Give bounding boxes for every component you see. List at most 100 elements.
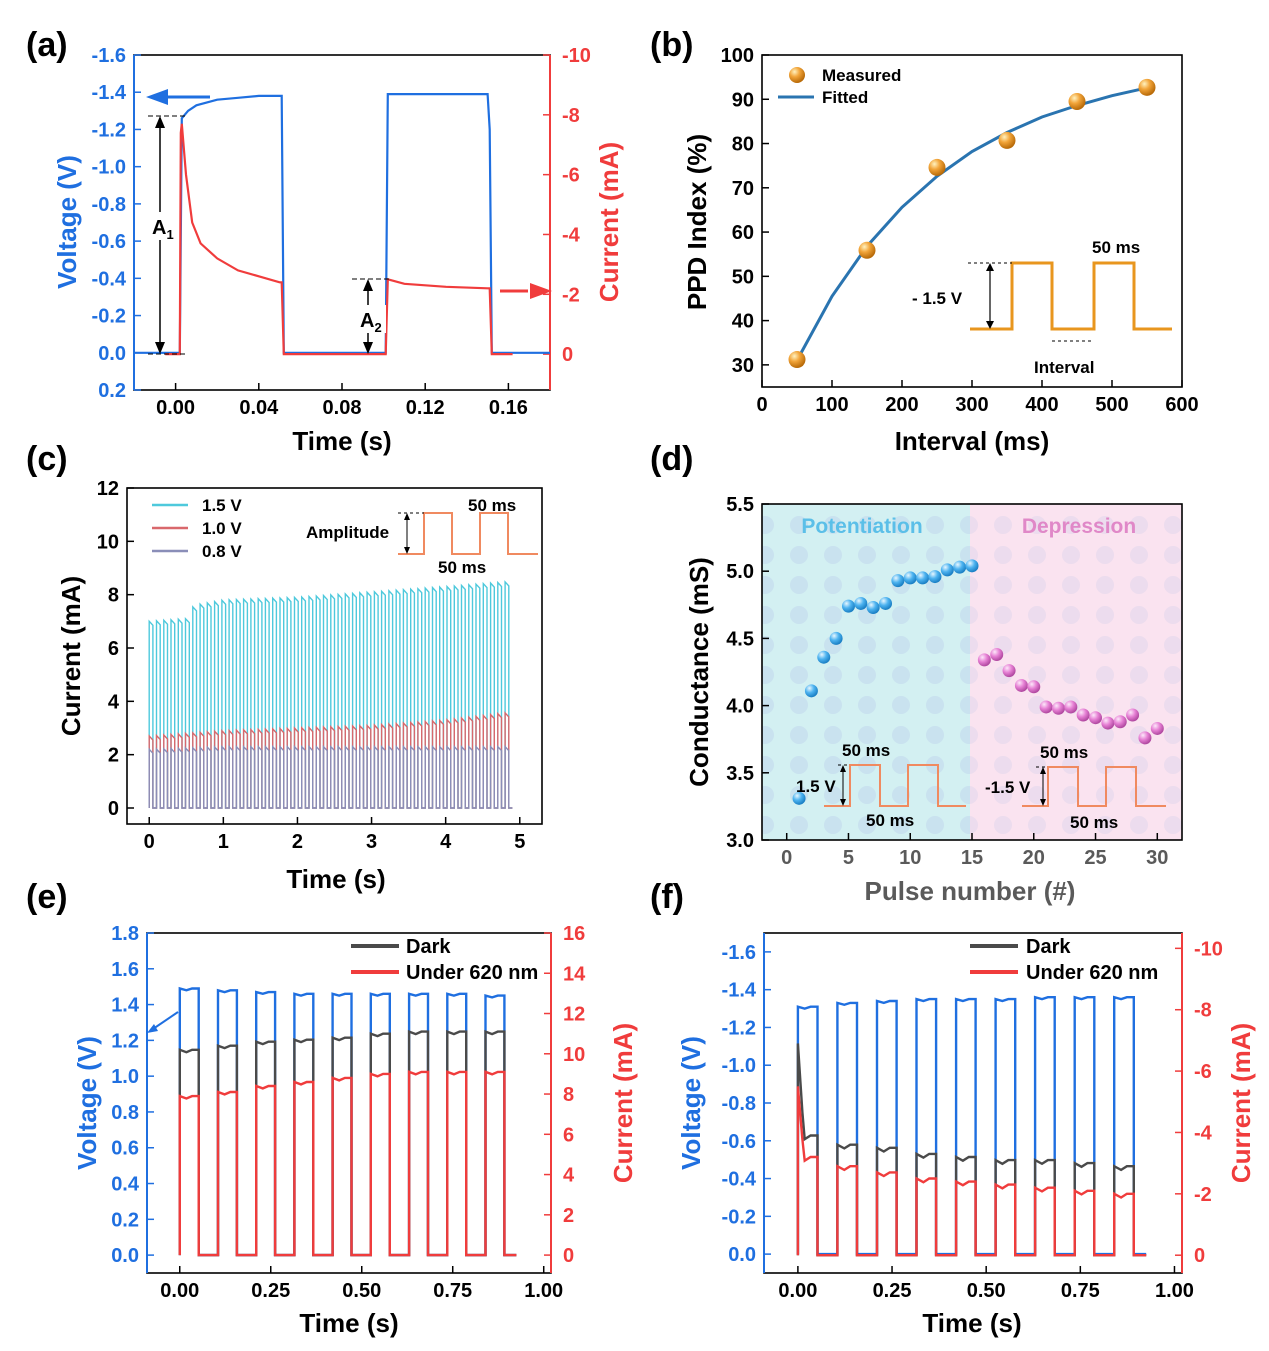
amplitude-arrowhead-up [404, 513, 410, 520]
y-tick-label: -1.4 [92, 82, 127, 104]
x-tick-label: 0.50 [967, 1280, 1006, 1302]
y2-tick-label: 0 [563, 1245, 574, 1267]
x-tick-label: 100 [815, 394, 848, 416]
depression-point [1150, 721, 1164, 735]
potentiation-point [866, 600, 880, 614]
y-tick-label: -1.4 [722, 980, 757, 1002]
depression-point [1138, 731, 1152, 745]
data-lines [133, 55, 551, 390]
panel-label-d: (d) [650, 440, 693, 478]
y-tick-labels: 30 40 50 60 70 80 90 100 [721, 45, 769, 377]
y2-tick-label: 16 [563, 923, 585, 945]
measured-point [858, 241, 876, 259]
x-tick-label: 3 [366, 831, 377, 853]
potentiation-point [940, 563, 954, 577]
x-axis-title: Pulse number (#) [865, 876, 1076, 906]
potentiation-point [792, 791, 806, 805]
y-tick-label: -0.8 [92, 194, 126, 216]
potentiation-point [903, 571, 917, 585]
x-tick-labels: 0 100 200 300 400 500 600 [756, 380, 1199, 416]
y-tick-label: 10 [97, 531, 119, 553]
inset-gap-label: 50 ms [438, 558, 486, 577]
y2-tick-labels: 0 2 4 6 8 10 12 14 16 [544, 923, 586, 1267]
inset-waveform: Amplitude 50 ms 50 ms [306, 496, 538, 577]
measured-point [1068, 92, 1086, 110]
y-tick-label: 1.2 [111, 1030, 139, 1052]
legend: 1.5 V 1.0 V 0.8 V [152, 496, 242, 561]
y2-tick-label: -8 [562, 105, 580, 127]
x-tick-label: 0 [144, 831, 155, 853]
measured-points [788, 78, 1156, 369]
x-axis-title: Time (s) [286, 864, 385, 894]
y-tick-label: 0.8 [111, 1102, 139, 1124]
left-axis-arrowhead [146, 89, 168, 105]
x-tick-label: 0.08 [323, 397, 362, 419]
y2-tick-label: 6 [563, 1124, 574, 1146]
potentiation-point [916, 571, 930, 585]
a1-arrowhead-up [155, 116, 165, 128]
y-axis-title: Current (mA) [56, 576, 86, 736]
y2-tick-labels: -10 -8 -6 -4 -2 0 [543, 45, 591, 366]
measured-point [788, 351, 806, 369]
x-tick-label: 0.75 [1061, 1280, 1100, 1302]
y2-tick-label: 12 [563, 1004, 585, 1026]
y-tick-label: -0.6 [722, 1131, 756, 1153]
x-tick-label: 25 [1084, 847, 1106, 869]
y-tick-label: 30 [732, 355, 754, 377]
panel-label-b: (b) [650, 26, 693, 64]
legend: Dark Under 620 nm [351, 936, 538, 984]
potentiation-point [879, 596, 893, 610]
x-tick-label: 15 [961, 847, 983, 869]
y-tick-label: 8 [108, 585, 119, 607]
inset-depression: -1.5 V 50 ms 50 ms [985, 743, 1166, 832]
y2-tick-label: 4 [563, 1165, 575, 1187]
x-tick-label: 0.25 [251, 1280, 290, 1302]
x-tick-label: 0.04 [239, 397, 279, 419]
inset-gap-label: 50 ms [1070, 813, 1118, 832]
legend-measured-label: Measured [822, 66, 901, 85]
y-tick-label: 60 [732, 222, 754, 244]
panel-b: 0 100 200 300 400 500 600 30 40 50 60 70 80 90 100 Me… [682, 45, 1199, 456]
y2-tick-label: 0 [1194, 1245, 1205, 1267]
y-tick-label: 70 [732, 178, 754, 200]
inset-potentiation: 1.5 V 50 ms 50 ms [796, 741, 966, 830]
amplitude-arrowhead-up [840, 765, 846, 772]
trace-under-620-nm [178, 1070, 517, 1257]
y-axis-title: Voltage (V) [676, 1036, 706, 1170]
potentiation-label: Potentiation [801, 515, 922, 538]
y2-tick-label: 10 [563, 1044, 585, 1066]
inset-amplitude-label: 1.5 V [796, 777, 836, 796]
y-tick-label: 0.0 [728, 1244, 756, 1266]
y-tick-label: 40 [732, 311, 754, 333]
y-tick-label: 0.6 [111, 1138, 139, 1160]
y-tick-label: 0.0 [111, 1245, 139, 1267]
inset-waveform: - 1.5 V 50 ms Interval [912, 238, 1172, 377]
depression-point [1051, 701, 1065, 715]
inset-width-label: 50 ms [1092, 238, 1140, 257]
y-tick-label: 1.8 [111, 923, 139, 945]
y-axis-title: Conductance (mS) [684, 557, 714, 787]
potentiation-point [804, 684, 818, 698]
x-tick-labels: 0 5 10 15 20 25 30 [781, 833, 1168, 869]
x-tick-labels: 0 1 2 3 4 5 [144, 817, 525, 853]
y2-tick-label: -4 [562, 224, 581, 246]
y-tick-label: -1.0 [92, 157, 126, 179]
panel-d: Potentiation Depression 0 5 10 15 20 25 30 3.0… [684, 494, 1183, 906]
x-tick-label: 5 [843, 847, 854, 869]
x-axis-title: Time (s) [292, 426, 391, 456]
pulse-train-08V [148, 744, 513, 809]
depression-point [1039, 700, 1053, 714]
pulse-train [824, 764, 966, 807]
depression-point [1089, 711, 1103, 725]
depression-point [1064, 700, 1078, 714]
x-tick-label: 0.16 [489, 397, 528, 419]
panel-label-f: (f) [650, 878, 684, 916]
a1-label-bg [148, 212, 178, 240]
y-tick-labels: -1.6 -1.4 -1.2 -1.0 -0.8 -0.6 -0.4 -0.2 0.0 0.2 [92, 45, 141, 402]
y-tick-label: -1.6 [92, 45, 126, 67]
y-tick-label: 1.0 [111, 1066, 139, 1088]
potentiation-region [762, 504, 970, 840]
inset-interval-label: Interval [1034, 358, 1094, 377]
amplitude-arrowhead-up [1040, 767, 1046, 774]
